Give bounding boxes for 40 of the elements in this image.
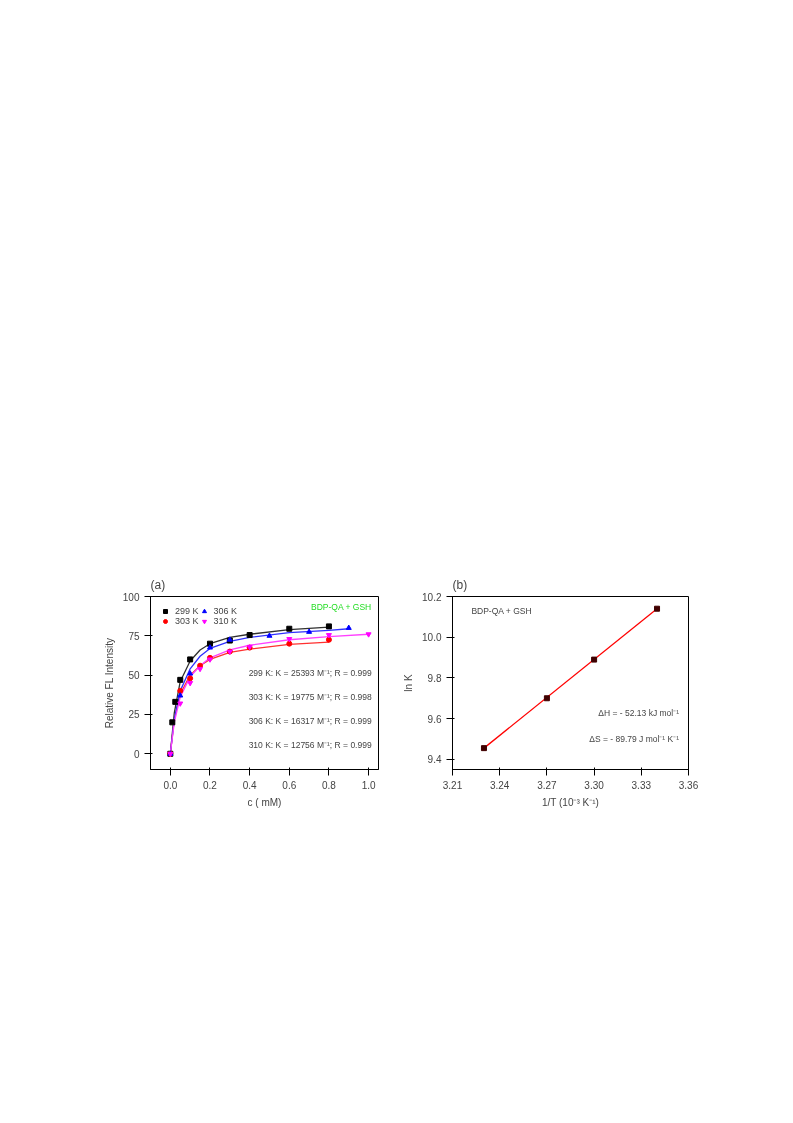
x-axis-title: c ( mM) xyxy=(247,796,282,808)
x-tick-label: 0.4 xyxy=(242,779,258,791)
legend-label: 299 K xyxy=(175,606,199,616)
y-tick-label: 10.2 xyxy=(422,591,442,603)
x-tick-label: 3.24 xyxy=(489,779,510,791)
x-tick-label: 0.6 xyxy=(282,779,297,791)
annotation: 303 K: K = 19775 M⁻¹; R = 0.998 xyxy=(248,692,372,703)
x-tick-label: 3.36 xyxy=(678,779,699,791)
annotation: BDP-QA + GSH xyxy=(471,605,532,616)
x-tick-label: 0.0 xyxy=(163,779,178,791)
annotation: ΔS = - 89.79 J mol⁻¹ K⁻¹ xyxy=(589,733,680,744)
annotation: ΔH = - 52.13 kJ mol⁻¹ xyxy=(598,707,680,718)
y-tick-label: 9.6 xyxy=(427,713,442,725)
x-tick-label: 3.27 xyxy=(537,779,558,791)
legend-label: 310 K xyxy=(213,616,238,626)
annotation: BDP-QA + GSH xyxy=(310,602,372,613)
y-tick-label: 75 xyxy=(128,630,140,642)
x-tick-label: 3.30 xyxy=(584,779,605,791)
y-axis-title: ln K xyxy=(403,674,415,692)
x-tick-label: 0.8 xyxy=(321,779,337,791)
y-tick-label: 25 xyxy=(128,709,140,721)
y-tick-label: 100 xyxy=(122,591,140,603)
y-axis-title: Relative FL Intensity xyxy=(103,638,115,729)
annotation: 299 K: K = 25393 M⁻¹; R = 0.999 xyxy=(248,667,372,678)
annotation: 310 K: K = 12756 M⁻¹; R = 0.999 xyxy=(248,740,372,751)
x-tick-label: 3.21 xyxy=(442,779,463,791)
legend-label: 303 K xyxy=(175,616,199,626)
chart-title: (a) xyxy=(150,577,166,592)
x-tick-label: 3.33 xyxy=(631,779,652,791)
y-tick-label: 0 xyxy=(133,748,140,760)
x-tick-label: 1.0 xyxy=(361,779,376,791)
chart-title: (b) xyxy=(452,577,468,592)
y-tick-label: 50 xyxy=(128,670,140,682)
y-tick-label: 10.0 xyxy=(422,632,442,644)
legend-label: 306 K xyxy=(213,606,238,616)
y-tick-label: 9.4 xyxy=(427,754,442,766)
x-axis-title: 1/T (10⁻³ K⁻¹) xyxy=(541,796,599,808)
y-tick-label: 9.8 xyxy=(427,672,442,684)
x-tick-label: 0.2 xyxy=(203,779,218,791)
annotation: 306 K: K = 16317 M⁻¹; R = 0.999 xyxy=(248,716,372,727)
